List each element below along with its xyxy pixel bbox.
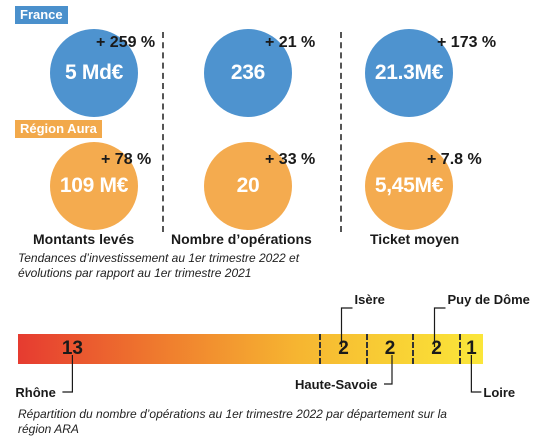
france-ticket-circle: 21.3M€ [365,29,453,117]
ara-badge: Région Aura [15,120,102,138]
ara-ticket-value: 5,45M€ [374,174,444,197]
leader-line [470,355,482,393]
france-badge: France [15,6,68,24]
leader-line [340,307,353,347]
france-amount-circle: 5 Md€ [50,29,138,117]
leader-line [62,355,74,393]
bar-segment-divider [412,334,415,364]
bar-value-haute-savoie: 2 [384,338,396,359]
france-ticket-value: 21.3M€ [374,61,444,84]
dept-label-rhône: Rhône [15,385,56,400]
column-separator [162,32,164,232]
dept-label-loire: Loire [483,385,516,400]
leader-line [384,355,393,385]
ara-ticket-circle: 5,45M€ [365,142,453,230]
ara-operations-circle: 20 [204,142,292,230]
france-operations-growth: + 21 % [265,34,316,51]
bar-segment-divider [319,334,322,364]
metric-label-ticket: Ticket moyen [370,231,460,247]
department-bar [18,334,483,364]
ara-operations-growth: + 33 % [265,151,316,168]
bar-segment-divider [365,334,368,364]
france-amount-value: 5 Md€ [64,61,123,84]
dept-label-haute-savoie: Haute-Savoie [295,377,378,392]
metric-label-operations: Nombre d’opérations [171,231,312,247]
column-separator [340,32,342,232]
department-caption: Répartition du nombre d’opérations au 1e… [18,407,447,436]
france-operations-circle: 236 [204,29,292,117]
ara-ticket-growth: + 7.8 % [427,151,482,168]
ara-amount-growth: + 78 % [101,151,152,168]
dept-label-isère: Isère [354,292,385,307]
bar-value-loire: 1 [466,338,477,359]
bar-value-isère: 2 [338,338,349,359]
france-operations-value: 236 [230,61,266,84]
bar-value-rhône: 13 [61,338,83,359]
dept-label-puy-de-dôme: Puy de Dôme [447,292,530,307]
ara-operations-value: 20 [236,174,260,197]
bar-value-puy-de-dôme: 2 [431,338,442,359]
leader-line [433,307,446,347]
ara-amount-value: 109 M€ [59,174,129,197]
investment-caption: Tendances d’investissement au 1er trimes… [18,251,300,280]
metric-label-amount: Montants levés [33,231,135,247]
france-ticket-growth: + 173 % [437,34,497,51]
bar-segment-divider [458,334,461,364]
ara-amount-circle: 109 M€ [50,142,138,230]
france-amount-growth: + 259 % [96,34,156,51]
